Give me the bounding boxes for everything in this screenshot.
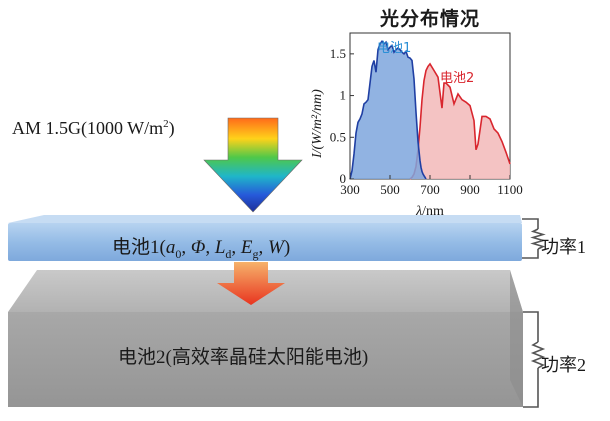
load1-circuit [522,218,546,259]
series-legend-cell2: 电池2 [440,71,474,86]
series-cell2-area [410,63,510,179]
x-axis-label: λ/nm [415,204,444,219]
cell2-label: 电池2(高效率晶硅太阳能电池) [118,347,369,368]
series-cell2-line [409,62,511,180]
illumination-arrow [203,117,303,213]
y-axis-label: I/(W/m²/nm) [310,89,325,159]
y-tick-label: 1.5 [330,46,346,61]
illumination-label: AM 1.5G(1000 W/m2) [12,118,175,138]
cell1-label: 电池1(a0, Φ, Ld, Eg, W) [112,237,291,261]
y-tick-label: 0 [340,171,347,186]
inset-chart-title: 光分布情况 [379,8,480,30]
load1-label: 功率1 [541,237,586,257]
load2-circuit [523,311,546,408]
x-tick-label: 500 [380,182,400,197]
transmission-arrow [217,262,285,305]
y-tick-label: 0.5 [330,129,346,144]
x-tick-label: 900 [460,182,480,197]
x-tick-label: 300 [340,182,360,197]
load2-label: 功率2 [541,355,586,375]
cell1-slab [8,215,522,261]
y-tick-label: 1 [340,88,347,103]
series-legend-cell1: 电池1 [377,41,411,56]
series-cell1-line [349,40,427,180]
series-cell1-area [350,41,426,179]
x-tick-label: 700 [420,182,440,197]
x-tick-label: 1100 [497,182,523,197]
